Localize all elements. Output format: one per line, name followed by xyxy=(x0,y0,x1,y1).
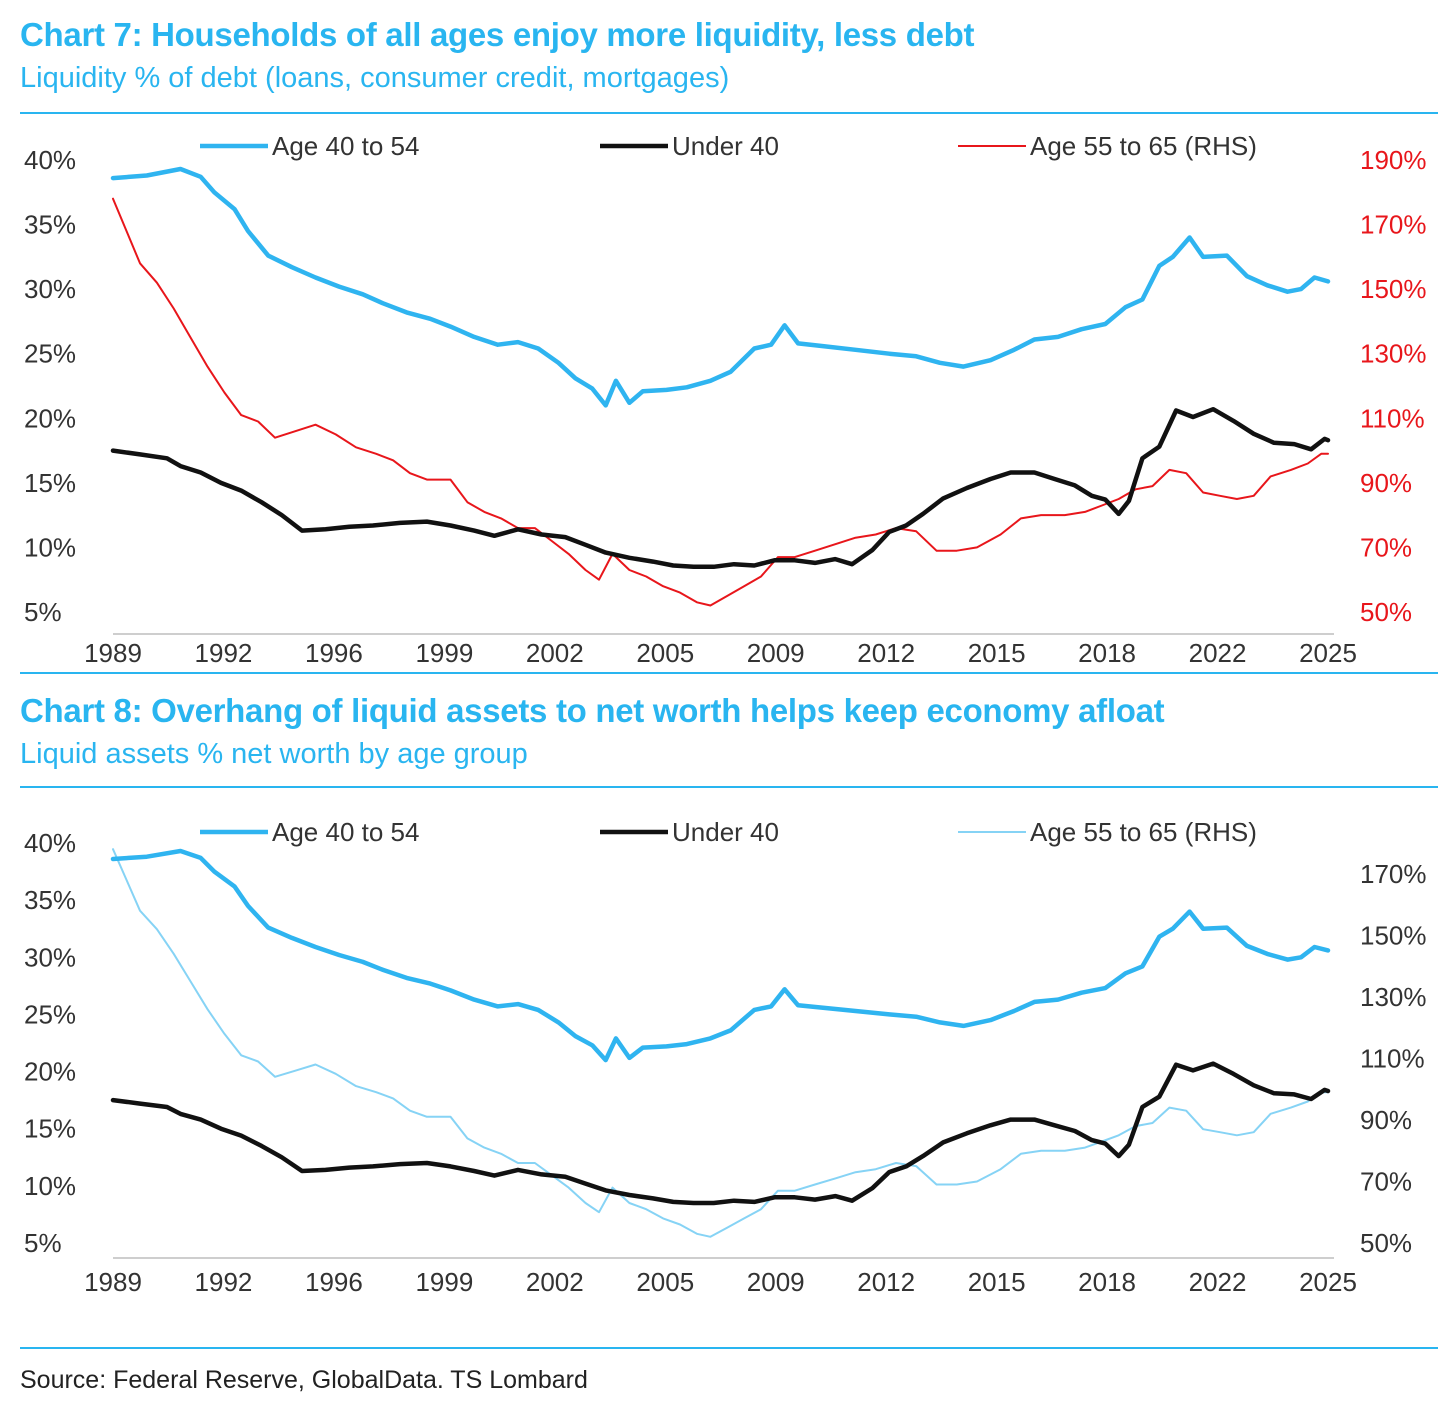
y-left-tick-label: 35% xyxy=(24,210,76,240)
x-tick-label: 2012 xyxy=(857,638,915,668)
chart7-top-rule xyxy=(20,112,1438,114)
x-tick-label: 1992 xyxy=(195,1267,253,1297)
y-right-tick-label: 110% xyxy=(1360,1043,1425,1073)
x-tick-label: 2015 xyxy=(968,638,1026,668)
chart-divider-rule xyxy=(20,672,1438,674)
x-tick-label: 2022 xyxy=(1189,1267,1247,1297)
x-tick-label: 1996 xyxy=(305,1267,363,1297)
y-left-tick-label: 5% xyxy=(24,597,62,627)
x-tick-label: 2022 xyxy=(1189,638,1247,668)
series-line-age-40-to-54 xyxy=(110,166,1331,408)
x-tick-label: 1992 xyxy=(195,638,253,668)
y-left-tick-label: 30% xyxy=(24,274,76,304)
series-line-age-55-to-65-rhs xyxy=(112,197,1329,607)
legend-label: Age 55 to 65 (RHS) xyxy=(1030,131,1257,161)
series-line-under-40 xyxy=(110,406,1331,570)
y-right-tick-label: 150% xyxy=(1360,274,1427,304)
y-left-tick-label: 40% xyxy=(24,828,76,858)
y-right-tick-label: 50% xyxy=(1360,597,1412,627)
chart7-title: Chart 7: Households of all ages enjoy mo… xyxy=(20,16,975,53)
y-left-tick-label: 15% xyxy=(24,468,76,498)
y-right-tick-label: 110% xyxy=(1360,403,1425,433)
x-tick-label: 2002 xyxy=(526,1267,584,1297)
x-tick-label: 2025 xyxy=(1299,1267,1357,1297)
legend-label: Under 40 xyxy=(672,131,779,161)
x-tick-label: 2005 xyxy=(636,1267,694,1297)
y-left-tick-label: 15% xyxy=(24,1114,76,1144)
series-line-age-40-to-54 xyxy=(110,848,1331,1063)
y-right-tick-label: 90% xyxy=(1360,468,1412,498)
y-right-tick-label: 150% xyxy=(1360,920,1427,950)
y-left-tick-label: 10% xyxy=(24,532,76,562)
x-tick-label: 2009 xyxy=(747,638,805,668)
source-note: Source: Federal Reserve, GlobalData. TS … xyxy=(20,1366,588,1394)
y-left-tick-label: 25% xyxy=(24,339,76,369)
x-tick-label: 2018 xyxy=(1078,638,1136,668)
y-right-tick-label: 170% xyxy=(1360,859,1427,889)
legend-label: Age 40 to 54 xyxy=(272,131,419,161)
y-right-tick-label: 90% xyxy=(1360,1105,1412,1135)
x-tick-label: 2015 xyxy=(968,1267,1026,1297)
chart7-subtitle: Liquidity % of debt (loans, consumer cre… xyxy=(20,62,730,94)
y-left-tick-label: 25% xyxy=(24,999,76,1029)
chart8-subtitle: Liquid assets % net worth by age group xyxy=(20,738,528,770)
series-line-under-40 xyxy=(110,1061,1331,1206)
y-left-tick-label: 30% xyxy=(24,942,76,972)
y-right-tick-label: 170% xyxy=(1360,210,1427,240)
y-left-tick-label: 40% xyxy=(24,145,76,175)
x-tick-label: 2018 xyxy=(1078,1267,1136,1297)
y-right-tick-label: 70% xyxy=(1360,1166,1412,1196)
y-left-tick-label: 5% xyxy=(24,1228,62,1258)
x-tick-label: 2025 xyxy=(1299,638,1357,668)
series-line-age-55-to-65-rhs xyxy=(112,848,1329,1238)
x-tick-label: 2012 xyxy=(857,1267,915,1297)
chart7-plot: 40% 35% 30% 25% 20% 15% 10% 5% 190% 170% 150% 130% 1… xyxy=(24,131,1427,668)
legend-label: Under 40 xyxy=(672,817,779,847)
y-right-tick-label: 70% xyxy=(1360,532,1412,562)
y-left-tick-label: 20% xyxy=(24,403,76,433)
y-right-tick-label: 190% xyxy=(1360,145,1427,175)
legend-label: Age 55 to 65 (RHS) xyxy=(1030,817,1257,847)
x-tick-label: 1999 xyxy=(415,1267,473,1297)
y-right-tick-label: 130% xyxy=(1360,982,1427,1012)
x-tick-label: 2005 xyxy=(636,638,694,668)
x-tick-label: 1999 xyxy=(415,638,473,668)
x-tick-label: 1996 xyxy=(305,638,363,668)
chart8-plot: 40% 35% 30% 25% 20% 15% 10% 5% 170% 150% 130% 110% 9… xyxy=(24,817,1427,1297)
source-top-rule xyxy=(20,1347,1438,1349)
chart8-title: Chart 8: Overhang of liquid assets to ne… xyxy=(20,692,1165,729)
y-right-tick-label: 130% xyxy=(1360,339,1427,369)
x-tick-label: 1989 xyxy=(84,1267,142,1297)
y-right-tick-label: 50% xyxy=(1360,1228,1412,1258)
x-tick-label: 2002 xyxy=(526,638,584,668)
x-tick-label: 1989 xyxy=(84,638,142,668)
y-left-tick-label: 10% xyxy=(24,1171,76,1201)
x-tick-label: 2009 xyxy=(747,1267,805,1297)
legend-label: Age 40 to 54 xyxy=(272,817,419,847)
y-left-tick-label: 20% xyxy=(24,1057,76,1087)
chart8-top-rule xyxy=(20,786,1438,788)
y-left-tick-label: 35% xyxy=(24,885,76,915)
